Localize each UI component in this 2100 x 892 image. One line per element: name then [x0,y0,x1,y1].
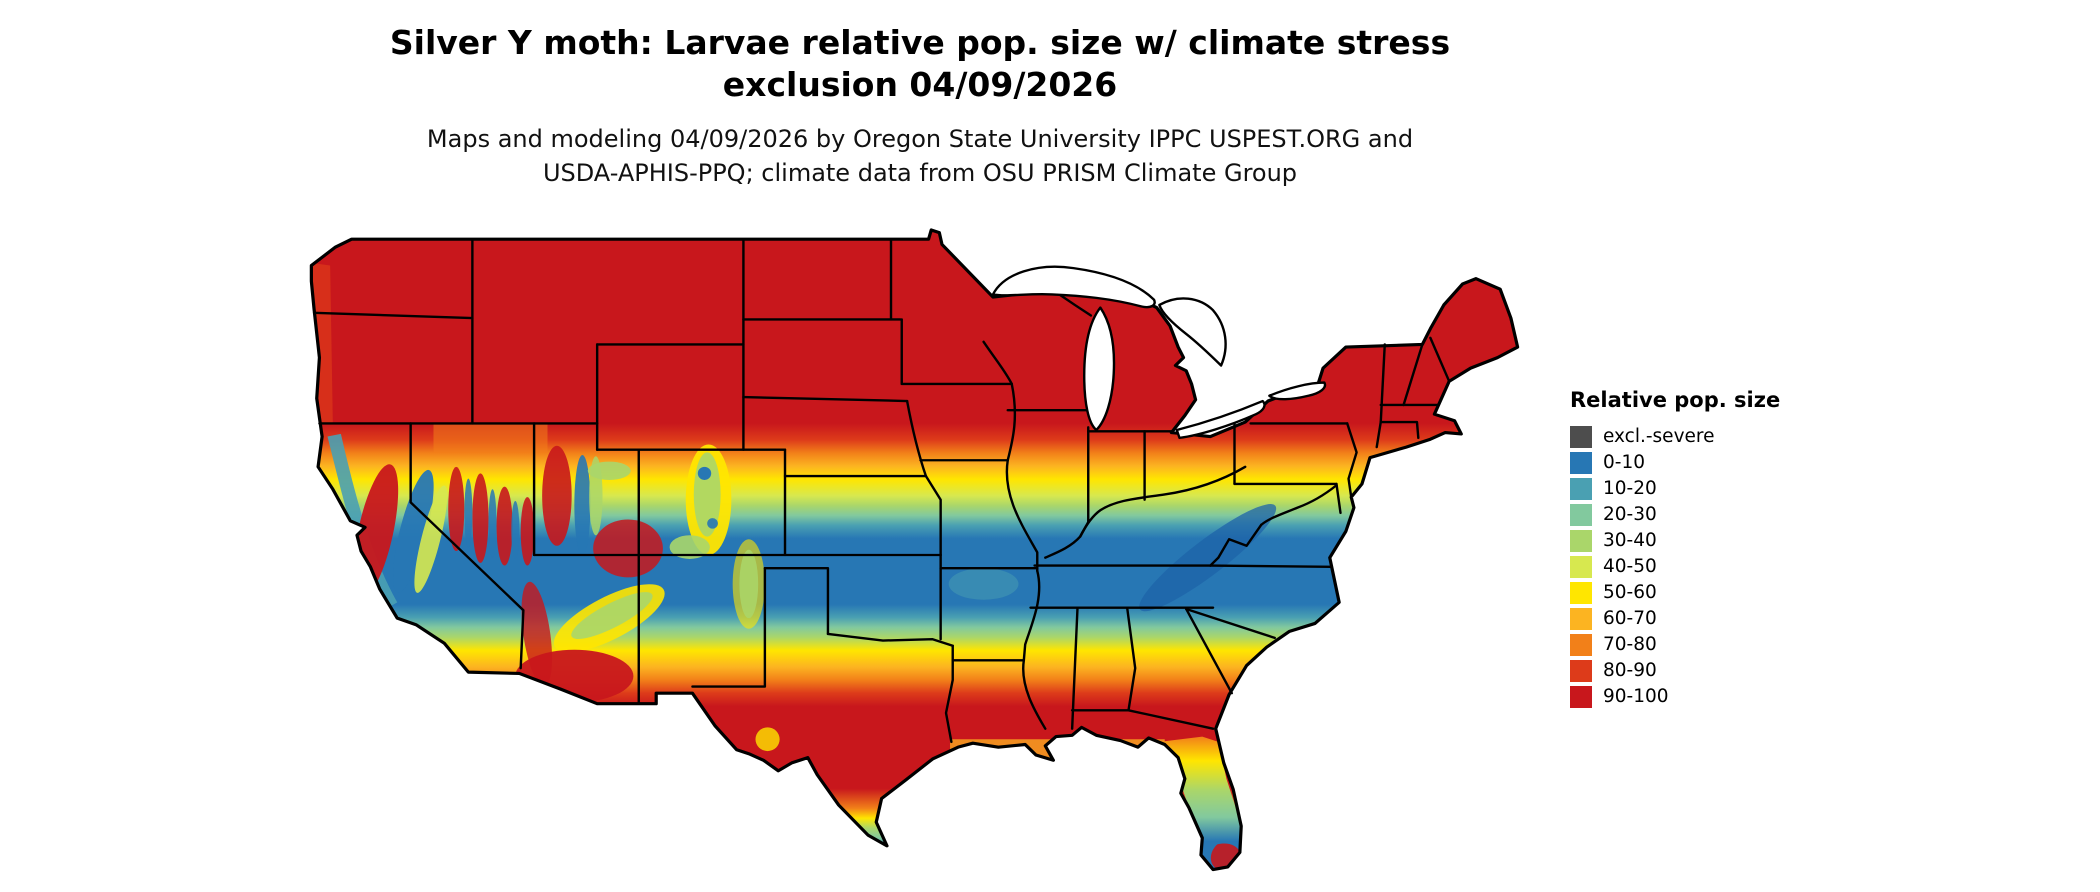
az-highlands-core [571,592,653,640]
uinta-range [587,461,631,480]
nv-ridge [464,478,473,548]
nv-valley [448,466,465,552]
legend-swatch [1570,608,1592,630]
legend-item: 60-70 [1570,606,1780,632]
legend-item: 0-10 [1570,450,1780,476]
page-subtitle: Maps and modeling 04/09/2026 by Oregon S… [0,122,1840,190]
legend-swatch [1570,686,1592,708]
legend-swatch [1570,582,1592,604]
ozarks [948,568,1019,600]
legend-label: 10-20 [1603,478,1657,499]
legend: Relative pop. size excl.-severe 0-10 10-20… [1570,388,1780,710]
nv-valley [496,486,513,566]
legend-item: 70-80 [1570,632,1780,658]
legend-label: 40-50 [1603,556,1657,577]
legend-swatch [1570,452,1592,474]
legend-label: 70-80 [1603,634,1657,655]
legend-title: Relative pop. size [1570,388,1781,412]
legend-swatch [1570,504,1592,526]
state-borders [312,237,1451,744]
legend-item: 50-60 [1570,580,1780,606]
legend-swatch [1570,426,1592,448]
four-corners [593,519,663,578]
legend-label: 30-40 [1603,530,1657,551]
lake-ontario [1268,381,1327,401]
page-title: Silver Y moth: Larvae relative pop. size… [0,22,1840,106]
legend-item: 80-90 [1570,658,1780,684]
page-title-line1: Silver Y moth: Larvae relative pop. size… [389,23,1451,62]
legend-swatch [1570,478,1592,500]
co-peak [697,466,712,480]
us-map-svg [309,228,1520,872]
wasatch-range [574,454,591,555]
nm-mtns [739,549,759,619]
page-subtitle-line2: USDA-APHIS-PPQ; climate data from OSU PR… [542,159,1298,187]
co-peak [707,518,718,529]
legend-item: 90-100 [1570,684,1780,710]
tx-davis-mtns [755,727,780,752]
legend-label: 80-90 [1603,660,1657,681]
nv-north-wash [433,423,548,453]
nv-valley [520,497,535,566]
legend-swatch [1570,660,1592,682]
legend-item: excl.-severe [1570,424,1780,450]
legend-label: 0-10 [1603,452,1645,473]
legend-item: 40-50 [1570,554,1780,580]
legend-item: 20-30 [1570,502,1780,528]
sierra-nevada [393,469,434,593]
az-west-desert [521,581,553,687]
legend-item: 30-40 [1570,528,1780,554]
legend-swatch [1570,634,1592,656]
nv-ridge [511,501,520,559]
page-title-line2: exclusion 04/09/2026 [722,65,1118,104]
legend-label: 20-30 [1603,504,1657,525]
nv-ridge [488,489,497,558]
title-block: Silver Y moth: Larvae relative pop. size… [0,22,1840,190]
page-subtitle-line1: Maps and modeling 04/09/2026 by Oregon S… [426,125,1414,153]
us-map [306,226,1527,884]
nv-valley [472,473,489,563]
great-lakes [991,265,1327,440]
lake-erie [1175,399,1266,440]
legend-swatch [1570,556,1592,578]
lake-superior [991,265,1156,309]
legend-label: excl.-severe [1603,426,1715,447]
lake-michigan [1083,306,1116,432]
legend-items: excl.-severe 0-10 10-20 20-30 30-40 40-50 50-6… [1570,424,1780,710]
legend-swatch [1570,530,1592,552]
sierra-east [414,485,448,593]
legend-label: 60-70 [1603,608,1657,629]
legend-label: 50-60 [1603,582,1657,603]
appalachians [1139,504,1277,612]
pnw-coast-fringe [311,262,333,424]
legend-label: 90-100 [1603,686,1669,707]
lake-huron [1158,297,1227,367]
ut-west-desert [542,445,572,546]
san-juan-range [669,535,710,559]
gulf-coast-fringe [950,739,1165,762]
legend-item: 10-20 [1570,476,1780,502]
